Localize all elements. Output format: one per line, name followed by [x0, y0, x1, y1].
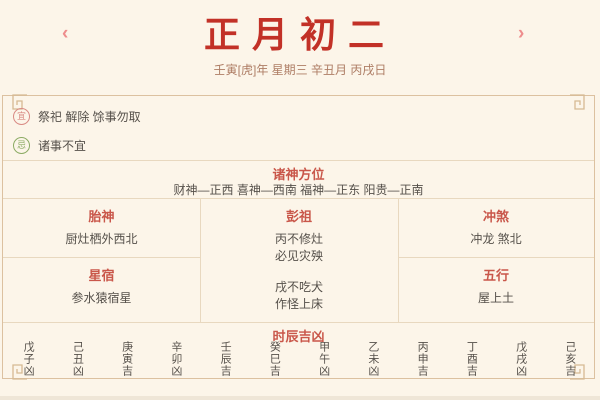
- xingxiu-cell: 星宿 参水猿宿星: [3, 257, 200, 307]
- hour-item: 丁酉吉: [465, 341, 478, 377]
- hours-luck-row: 戊子凶 己丑凶 庚寅吉 辛卯凶 壬辰吉 癸巳吉 甲午凶 乙未凶 丙申吉 丁酉吉 …: [3, 341, 594, 377]
- pengzu-cell: 彭祖 丙不修灶 必见灾殃 戌不吃犬 作怪上床: [200, 198, 398, 313]
- pengzu-line: 丙不修灶: [274, 232, 323, 246]
- pengzu-title: 彭祖: [285, 209, 312, 224]
- wuxing-cell: 五行 屋上土: [398, 257, 594, 307]
- gods-direction-title: 诸神方位: [272, 167, 325, 182]
- hour-item: 己丑凶: [71, 341, 84, 377]
- chongsha-cell: 冲煞 冲龙 煞北: [398, 198, 594, 248]
- taishen-text: 厨灶栖外西北: [65, 232, 138, 246]
- corner-ornament-icon: [570, 358, 592, 380]
- divider: [3, 322, 594, 323]
- corner-ornament-icon: [5, 358, 27, 380]
- wuxing-title: 五行: [482, 268, 509, 283]
- corner-ornament-icon: [570, 94, 592, 116]
- suitable-text: 祭祀 解除 馀事勿取: [38, 110, 141, 124]
- taishen-cell: 胎神 厨灶栖外西北: [3, 198, 200, 248]
- divider: [3, 198, 594, 199]
- chongsha-text: 冲龙 煞北: [470, 232, 522, 246]
- divider: [398, 198, 399, 322]
- divider: [200, 198, 201, 322]
- pengzu-line: 戌不吃犬: [274, 280, 323, 294]
- hour-item: 庚寅吉: [120, 341, 133, 377]
- chevron-right-icon: ›: [518, 23, 525, 44]
- avoid-text: 诸事不宜: [38, 139, 87, 153]
- chongsha-title: 冲煞: [482, 209, 509, 224]
- page-title: 正月初二: [203, 15, 396, 55]
- next-day-button[interactable]: ›: [518, 24, 524, 43]
- hour-item: 甲午凶: [317, 341, 330, 377]
- hour-item: 己亥吉: [563, 341, 576, 377]
- taishen-title: 胎神: [88, 209, 115, 224]
- divider: [3, 257, 200, 258]
- avoid-ji-icon: 忌: [13, 137, 30, 154]
- chevron-left-icon: ‹: [62, 23, 69, 44]
- xingxiu-text: 参水猿宿星: [71, 291, 132, 305]
- wuxing-text: 屋上土: [477, 291, 514, 305]
- hour-item: 乙未凶: [366, 341, 379, 377]
- divider: [398, 257, 594, 258]
- hour-item: 戊子凶: [22, 341, 35, 377]
- hour-item: 戊戌凶: [514, 341, 527, 377]
- prev-day-button[interactable]: ‹: [62, 24, 68, 43]
- hour-item: 癸巳吉: [268, 341, 281, 377]
- next-section-edge: [0, 396, 600, 400]
- xingxiu-title: 星宿: [88, 268, 115, 283]
- almanac-panel: 宜 祭祀 解除 馀事勿取 忌 诸事不宜 诸神方位 财神—正西 喜神—西南 福神—…: [2, 94, 595, 380]
- pengzu-line: 必见灾殃: [274, 249, 323, 263]
- hours-luck-title: 时辰吉凶: [272, 329, 325, 344]
- hour-item: 壬辰吉: [219, 341, 232, 377]
- pengzu-line: 作怪上床: [274, 297, 323, 311]
- avoid-row: 忌 诸事不宜: [13, 137, 86, 154]
- suitable-row: 宜 祭祀 解除 馀事勿取: [13, 108, 141, 125]
- ganzhi-date-line: 壬寅[虎]年 星期三 辛丑月 丙戌日: [213, 63, 387, 77]
- hour-item: 辛卯凶: [169, 341, 182, 377]
- hour-item: 丙申吉: [416, 341, 429, 377]
- divider: [3, 160, 594, 161]
- gods-direction-text: 财神—正西 喜神—西南 福神—正东 阳贵—正南: [173, 183, 424, 197]
- suitable-yi-icon: 宜: [13, 108, 30, 125]
